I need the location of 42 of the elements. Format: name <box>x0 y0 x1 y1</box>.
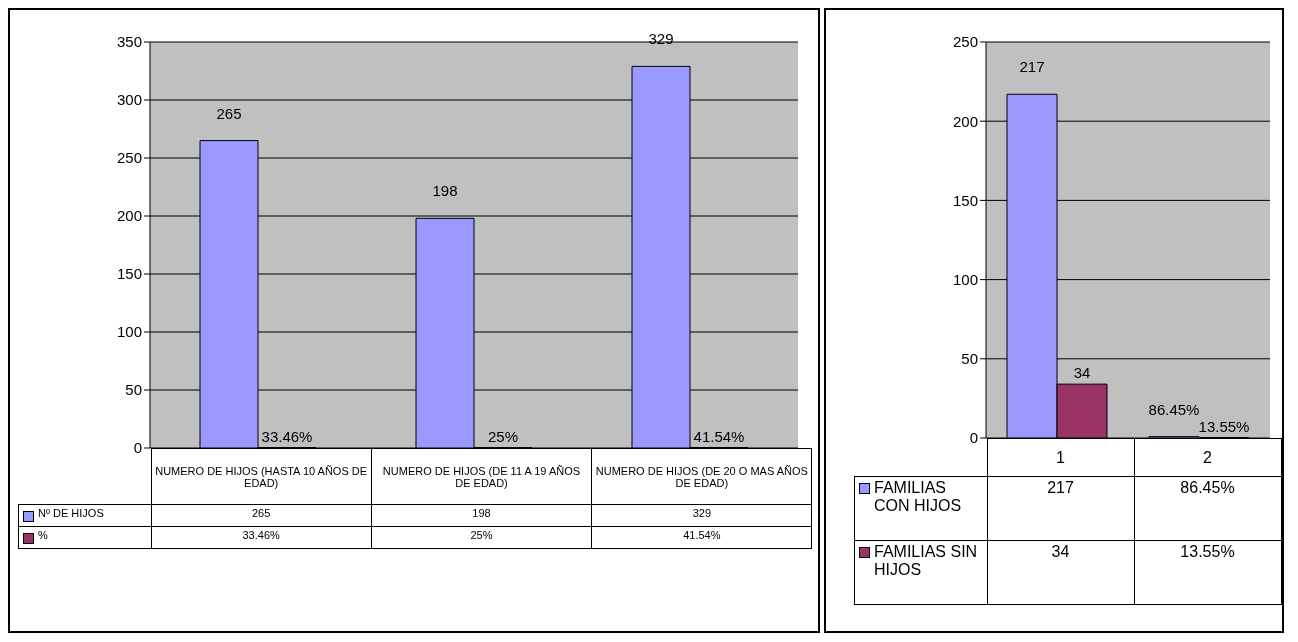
data-label: 86.45% <box>1134 476 1281 541</box>
data-label: 41.54% <box>591 526 812 549</box>
y-tick-label: 100 <box>116 323 142 341</box>
y-tick-label: 50 <box>961 350 978 368</box>
y-tick-label: 250 <box>952 33 978 51</box>
x-tick-label: 2 <box>1134 438 1281 477</box>
data-label: 13.55% <box>1134 540 1281 605</box>
data-label: 33.46% <box>151 526 372 549</box>
y-tick-label: 100 <box>952 270 978 288</box>
text: 86.45% <box>1148 400 1200 418</box>
legend-label: % <box>38 529 48 541</box>
data-label: 34 <box>987 540 1134 605</box>
text: 25% <box>487 427 519 445</box>
y-tick-label: 300 <box>116 91 142 109</box>
data-label: 198 <box>371 504 592 527</box>
text: 13.55% <box>1198 417 1250 435</box>
text: 217 <box>1019 58 1045 76</box>
y-tick-label: 0 <box>133 439 142 457</box>
legend-label: FAMILIAS SIN HIJOS <box>874 543 979 579</box>
data-label: 217 <box>987 476 1134 541</box>
y-tick-label: 0 <box>969 429 978 447</box>
data-label: 25% <box>371 526 592 549</box>
y-tick-label: 200 <box>116 207 142 225</box>
y-tick-label: 150 <box>116 265 142 283</box>
text: 198 <box>432 182 458 200</box>
text: 33.46% <box>261 427 313 445</box>
legend-label: FAMILIAS CON HIJOS <box>874 479 963 515</box>
text: 34 <box>1073 364 1091 382</box>
y-tick-label: 50 <box>125 381 142 399</box>
y-tick-label: 150 <box>952 191 978 209</box>
data-label: 265 <box>151 504 372 527</box>
y-tick-label: 350 <box>116 33 142 51</box>
text: 41.54% <box>693 427 745 445</box>
y-tick-label: 250 <box>116 149 142 167</box>
y-tick-label: 200 <box>952 112 978 130</box>
legend-label: Nº DE HIJOS <box>38 507 104 519</box>
x-tick-label: NUMERO DE HIJOS (HASTA 10 AÑOS DE EDAD) <box>151 448 372 505</box>
x-tick-label: NUMERO DE HIJOS (DE 20 O MAS AÑOS DE EDAD) <box>591 448 812 505</box>
x-tick-label: 1 <box>987 438 1134 477</box>
data-label: 329 <box>591 504 812 527</box>
x-tick-label: NUMERO DE HIJOS (DE 11 A 19 AÑOS DE EDAD) <box>371 448 592 505</box>
text: 265 <box>216 104 242 122</box>
